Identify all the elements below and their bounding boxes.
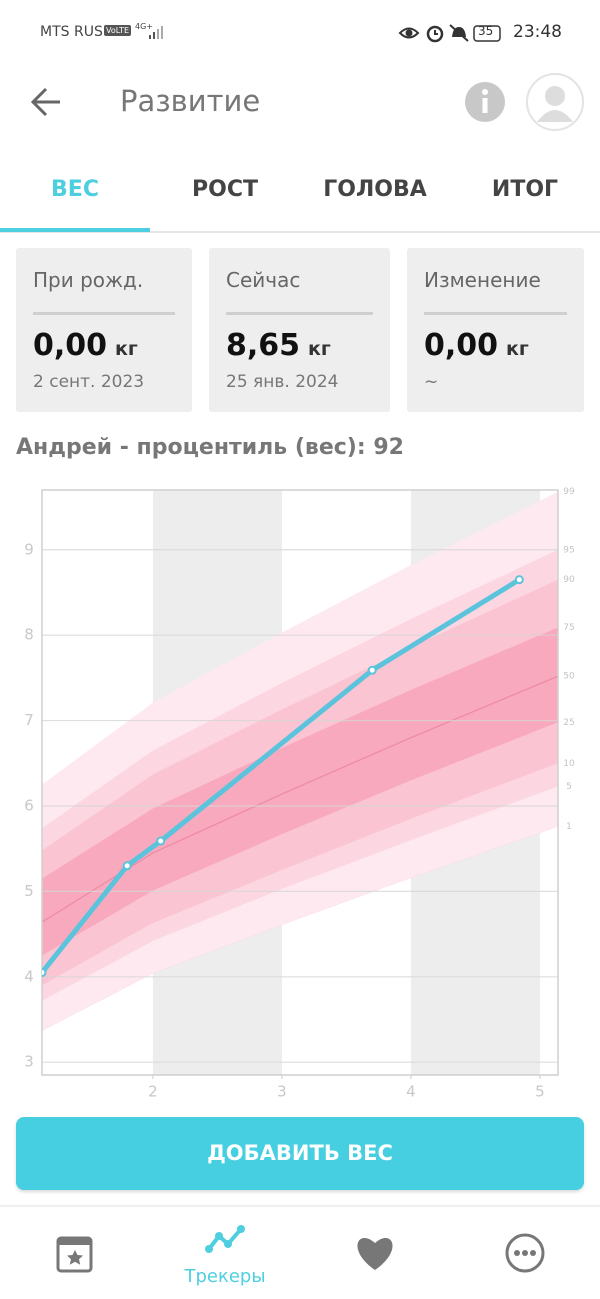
plot-border	[41, 489, 559, 1076]
card-date: 25 янв. 2024	[226, 372, 339, 392]
avatar-button[interactable]	[525, 72, 585, 132]
card-unit: кг	[115, 338, 138, 360]
back-button[interactable]	[30, 86, 64, 118]
stat-card: Сейчас 8,65 кг 25 янв. 2024	[209, 248, 390, 412]
info-button[interactable]	[464, 81, 506, 123]
tab-indicator	[0, 228, 150, 232]
percentile-label: 99	[563, 487, 575, 497]
percentile-label: 1	[566, 822, 572, 832]
nav-label[interactable]: Трекеры	[184, 1266, 266, 1287]
weight-point	[156, 836, 166, 846]
card-date: 2 сент. 2023	[33, 372, 145, 392]
y-tick-label: 3	[24, 1053, 34, 1071]
card-value-number: 0,00	[424, 328, 499, 363]
status-icons	[398, 24, 501, 43]
card-label: Изменение	[424, 268, 541, 292]
tab[interactable]: ИТОГ	[491, 177, 559, 202]
nav-health[interactable]	[354, 1234, 396, 1272]
percentile-label: 50	[563, 672, 575, 682]
card-label: Сейчас	[226, 268, 301, 292]
card-unit: кг	[506, 338, 529, 360]
x-tick-label: 5	[535, 1083, 545, 1101]
y-tick-label: 5	[24, 882, 34, 900]
percentile-label: 5	[566, 782, 572, 792]
weight-point	[514, 575, 524, 585]
y-tick-label: 4	[24, 967, 34, 985]
card-date: ~	[424, 372, 439, 392]
percentile-label: 25	[563, 718, 574, 728]
page-title: Развитие	[120, 84, 261, 118]
tab[interactable]: РОСТ	[192, 177, 258, 202]
card-value-number: 0,00	[33, 328, 108, 363]
weight-chart: 99 95 90 75 50 25 10 5 1 3 4 5 6 7 8 9 2 3 4 5	[24, 487, 575, 1101]
nav-divider	[0, 1205, 600, 1207]
nav-trackers[interactable]	[204, 1224, 246, 1256]
card-label: При рожд.	[33, 268, 144, 292]
x-tick-label: 2	[148, 1083, 158, 1101]
card-value: 0,00 кг	[424, 328, 529, 363]
volte: VoLTE	[104, 25, 132, 36]
y-tick-label: 8	[24, 626, 34, 644]
x-tick-label: 3	[277, 1083, 287, 1101]
y-tick-label: 7	[24, 711, 34, 729]
card-value: 0,00 кг	[33, 328, 138, 363]
card-rule	[33, 312, 175, 315]
percentile-label: 90	[563, 575, 575, 585]
percentile-label: 75	[563, 623, 574, 633]
tab[interactable]: ГОЛОВА	[323, 177, 427, 202]
network: 4G+	[135, 22, 153, 31]
x-tick-label: 4	[406, 1083, 416, 1101]
weight-point	[42, 968, 47, 978]
y-tick-label: 6	[24, 796, 34, 814]
carrier: MTS RUS	[40, 24, 103, 40]
percentile-label: 95	[563, 545, 574, 555]
weight-point	[122, 861, 132, 871]
clock: 23:48	[513, 22, 562, 42]
y-tick-label: 9	[24, 540, 34, 558]
add-weight-button[interactable]: ДОБАВИТЬ ВЕС	[16, 1117, 584, 1190]
percentile-label: 10	[563, 759, 575, 769]
card-value: 8,65 кг	[226, 328, 331, 363]
nav-more[interactable]	[504, 1232, 546, 1274]
card-unit: кг	[308, 338, 331, 360]
tabs-divider	[0, 231, 600, 233]
percentile-text: Андрей - процентиль (вес): 92	[16, 435, 404, 460]
tab[interactable]: ВЕС	[51, 177, 99, 202]
nav-calendar[interactable]	[55, 1232, 95, 1274]
battery-level: 35	[478, 24, 494, 38]
card-rule	[424, 312, 567, 315]
stat-card: Изменение 0,00 кг ~	[407, 248, 584, 412]
signal-icon	[149, 26, 163, 39]
card-rule	[226, 312, 373, 315]
stat-card: При рожд. 0,00 кг 2 сент. 2023	[16, 248, 192, 412]
weight-point	[367, 665, 377, 675]
card-value-number: 8,65	[226, 328, 301, 363]
